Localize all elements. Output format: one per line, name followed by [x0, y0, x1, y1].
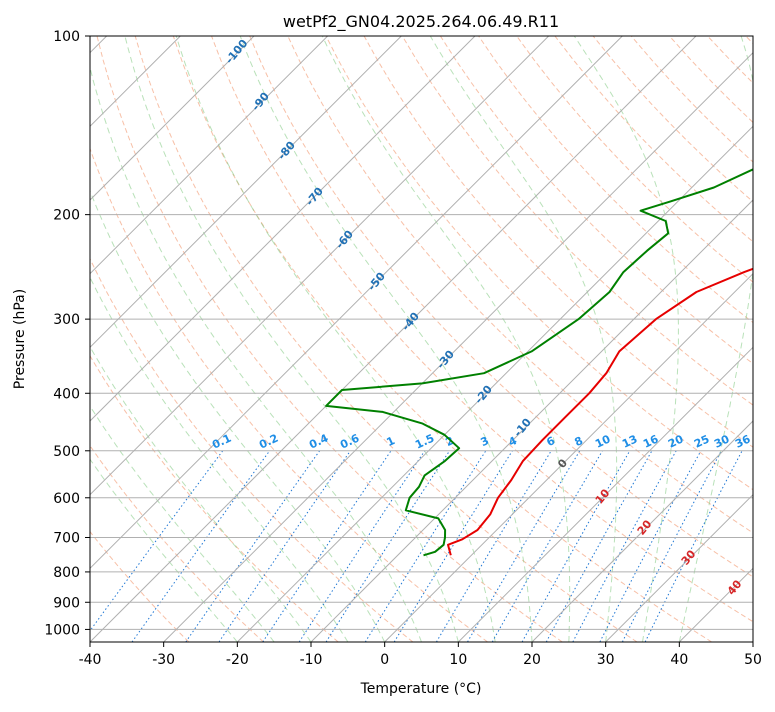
- isotherm-line: [458, 36, 775, 642]
- isotherm-line: [0, 36, 475, 642]
- mixing-ratio-label: 1: [385, 434, 397, 449]
- x-tick-label: -10: [300, 652, 323, 668]
- y-tick-label: 100: [53, 29, 80, 45]
- y-tick-label: 700: [53, 531, 80, 547]
- moist-adiabat-line: [0, 36, 274, 642]
- isotherm-line: [0, 36, 328, 642]
- dry-adiabat-line: [746, 36, 775, 642]
- dry-adiabat-line: [440, 36, 775, 642]
- background-lines: [0, 36, 775, 642]
- moist-adiabat-line: [240, 36, 532, 642]
- dry-adiabat-label: -100: [223, 37, 251, 67]
- isotherm-line: [311, 36, 775, 642]
- y-axis-label: Pressure (hPa): [12, 289, 28, 389]
- dry-adiabat-label: 10: [593, 486, 613, 506]
- dry-adiabat-label: -10: [511, 416, 534, 440]
- dry-adiabat-line: [0, 36, 338, 642]
- dry-adiabat-line: [0, 36, 264, 642]
- dry-adiabat-line: [517, 36, 775, 642]
- x-tick-label: 0: [380, 652, 389, 668]
- isotherm-line: [237, 36, 775, 642]
- mixing-ratio-label: 1.5: [413, 432, 436, 452]
- isotherm-line: [16, 36, 622, 642]
- mixing-ratio-line: [326, 451, 450, 642]
- dry-adiabat-label: 30: [679, 547, 699, 567]
- isotherm-line: [385, 36, 775, 642]
- y-tick-label: 900: [53, 595, 80, 611]
- y-tick-label: 1000: [44, 622, 80, 638]
- mixing-ratio-line: [219, 451, 350, 642]
- mixing-ratio-label: 16: [641, 432, 661, 450]
- chart-title: wetPf2_GN04.2025.264.06.49.R11: [283, 12, 559, 32]
- mixing-ratio-line: [573, 451, 676, 642]
- y-tick-label: 200: [53, 208, 80, 224]
- x-axis-label: Temperature (°C): [360, 681, 482, 697]
- mixing-ratio-label: 3: [479, 434, 491, 449]
- mixing-ratio-line: [82, 451, 223, 642]
- dry-adiabat-line: [364, 36, 775, 642]
- dry-adiabat-label: -20: [472, 383, 495, 407]
- mixing-ratio-label: 0.1: [210, 432, 233, 452]
- mixing-ratio-line: [263, 451, 391, 642]
- mixing-ratio-label: 20: [666, 432, 686, 450]
- x-tick-label: 20: [523, 652, 541, 668]
- mixing-ratio-line: [468, 451, 580, 642]
- dry-adiabat-line: [555, 36, 775, 642]
- moist-adiabat-line: [0, 36, 237, 642]
- grid-lines: [0, 36, 775, 642]
- x-tick-label: -30: [152, 652, 175, 668]
- x-tick-label: -20: [226, 652, 249, 668]
- mixing-ratio-line: [600, 451, 701, 642]
- x-tick-label: 30: [597, 652, 615, 668]
- dry-adiabat-line: [21, 36, 413, 642]
- mixing-ratio-label: 25: [692, 432, 711, 450]
- x-axis-ticks: -40 -30 -20 -10 0 10 20 30 40 50: [79, 642, 762, 668]
- dry-adiabat-line: [593, 36, 775, 642]
- dry-adiabat-label: 40: [725, 577, 745, 597]
- dry-adiabat-label: -90: [249, 90, 272, 114]
- y-axis-ticks: 1000 900 800 700 600 500 400 300 200 100: [44, 29, 90, 638]
- isotherm-line: [90, 36, 696, 642]
- y-tick-label: 600: [53, 491, 80, 507]
- x-tick-label: 40: [670, 652, 688, 668]
- y-tick-label: 500: [53, 444, 80, 460]
- y-tick-label: 800: [53, 565, 80, 581]
- mixing-ratio-label: 30: [712, 432, 732, 450]
- y-tick-label: 300: [53, 312, 80, 328]
- x-tick-label: 10: [449, 652, 467, 668]
- x-tick-label: -40: [79, 652, 102, 668]
- moist-adiabat-line: [176, 36, 495, 642]
- dry-adiabat-line: [479, 36, 775, 642]
- plot-frame: [90, 36, 753, 642]
- temperature-line: [448, 36, 775, 555]
- moist-adiabat-line: [125, 36, 458, 642]
- mixing-ratio-label: 10: [593, 432, 613, 450]
- mixing-ratio-line: [622, 451, 721, 642]
- moist-adiabat-line: [322, 36, 569, 642]
- dry-adiabat-line: [59, 36, 488, 642]
- isotherm-line: [0, 36, 254, 642]
- mixing-ratio-label: 0.6: [338, 431, 361, 451]
- isotherm-line: [0, 36, 401, 642]
- moist-adiabat-line: [83, 36, 422, 642]
- mixing-ratio-label: 36: [733, 432, 753, 450]
- moist-adiabat-line: [17, 36, 348, 642]
- isotherm-line: [679, 36, 775, 642]
- moist-adiabat-line: [574, 36, 678, 642]
- mixing-ratio-label: 13: [620, 432, 639, 450]
- mixing-ratio-label: 0.4: [307, 431, 330, 451]
- isotherm-line: [753, 36, 775, 642]
- dry-adiabat-line: [708, 36, 775, 642]
- mixing-ratio-label: 8: [573, 434, 585, 449]
- dry-adiabat-label: 20: [635, 517, 655, 537]
- mixing-ratio-line: [436, 451, 551, 642]
- y-tick-label: 400: [53, 386, 80, 402]
- moist-adiabat-line: [0, 36, 311, 642]
- dry-adiabat-line: [0, 36, 189, 642]
- x-tick-label: 50: [744, 652, 762, 668]
